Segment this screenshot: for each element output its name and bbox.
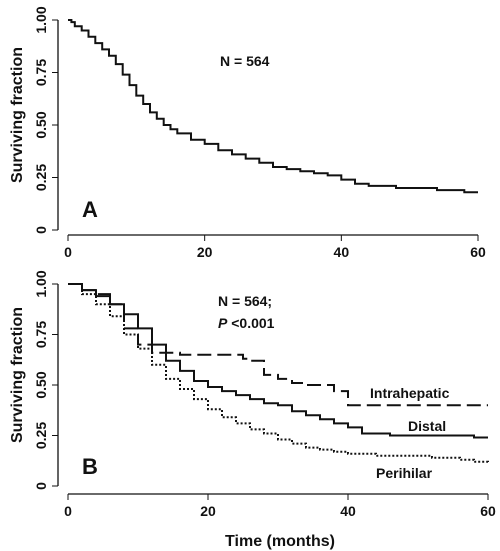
panel-a-curves: [68, 19, 478, 194]
panel-b-ylabel: Surviving fraction: [9, 307, 26, 443]
x-tick-label: 40: [340, 503, 356, 519]
y-tick-label: 1.00: [33, 270, 49, 297]
panel-a-x-axis: 0 20 40 60: [64, 234, 486, 260]
panel-a-ylabel: Surviving fraction: [9, 47, 26, 183]
y-tick-label: 0.25: [33, 164, 49, 191]
x-tick-label: 60: [480, 503, 496, 519]
y-tick-label: 0.25: [33, 422, 49, 449]
y-tick-label: 0: [33, 482, 49, 490]
panel-b-annotation-p: P <0.001: [218, 315, 275, 331]
panel-b-xlabel: Time (months): [225, 533, 335, 550]
panel-b-x-axis: 0 20 40 60: [64, 493, 496, 519]
series-label-perihilar: Perihilar: [376, 465, 433, 481]
panel-b-label: B: [82, 454, 98, 479]
panel-a-y-axis: 0 0.25 0.50 0.75 1.00: [33, 6, 59, 234]
panel-a: Surviving fraction 0 0.25 0.50 0.75 1.00 0 20…: [9, 6, 486, 260]
y-tick-label: 0.75: [33, 59, 49, 86]
y-tick-label: 0.50: [33, 371, 49, 398]
series-label-distal: Distal: [408, 418, 446, 434]
y-tick-label: 0: [33, 226, 49, 234]
panel-b-annotation-n: N = 564;: [218, 293, 272, 309]
panel-a-label: A: [82, 197, 98, 222]
panel-a-annotation: N = 564: [220, 53, 270, 69]
p-value: <0.001: [227, 315, 274, 331]
survival-curve: [68, 19, 478, 194]
x-tick-label: 40: [334, 244, 350, 260]
x-tick-label: 60: [470, 244, 486, 260]
x-tick-label: 20: [200, 503, 216, 519]
y-tick-label: 0.75: [33, 321, 49, 348]
curve-distal: [68, 283, 488, 439]
y-tick-label: 1.00: [33, 6, 49, 33]
panel-b: Surviving fraction 0 0.25 0.50 0.75 1.00 0 20…: [9, 270, 496, 550]
panel-b-curves: [68, 283, 489, 464]
p-symbol: P: [218, 315, 228, 331]
x-tick-label: 20: [197, 244, 213, 260]
series-label-intrahepatic: Intrahepatic: [370, 385, 450, 401]
curve-perihilar: [68, 283, 489, 464]
panel-b-y-axis: 0 0.25 0.50 0.75 1.00: [33, 270, 59, 490]
x-tick-label: 0: [64, 503, 72, 519]
y-tick-label: 0.50: [33, 111, 49, 138]
x-tick-label: 0: [64, 244, 72, 260]
